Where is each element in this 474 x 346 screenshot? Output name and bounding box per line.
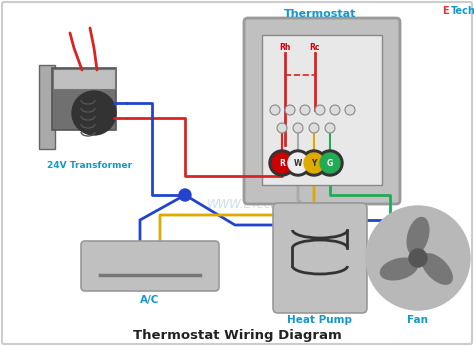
FancyBboxPatch shape: [52, 68, 116, 130]
Circle shape: [317, 150, 343, 176]
Circle shape: [285, 105, 295, 115]
Text: Rc: Rc: [310, 44, 320, 53]
Circle shape: [409, 249, 427, 267]
Ellipse shape: [422, 254, 452, 284]
Bar: [262, 35, 382, 185]
Text: W: W: [294, 158, 302, 167]
Circle shape: [320, 153, 340, 173]
Circle shape: [270, 105, 280, 115]
Text: E: E: [442, 6, 449, 16]
Ellipse shape: [381, 258, 418, 280]
Circle shape: [72, 91, 116, 135]
FancyBboxPatch shape: [273, 203, 367, 313]
Circle shape: [269, 150, 295, 176]
Text: Fan: Fan: [408, 315, 428, 325]
Circle shape: [293, 123, 303, 133]
Text: Thermostat: Thermostat: [284, 9, 356, 19]
Circle shape: [304, 153, 324, 173]
Text: TechnoG: TechnoG: [451, 6, 474, 16]
Circle shape: [330, 105, 340, 115]
FancyBboxPatch shape: [244, 18, 400, 204]
Text: Y: Y: [311, 158, 317, 167]
Text: 24V Transformer: 24V Transformer: [47, 161, 133, 170]
Circle shape: [288, 153, 308, 173]
Ellipse shape: [407, 218, 429, 255]
Text: WWW.ETechnoG.COM: WWW.ETechnoG.COM: [207, 199, 334, 211]
Text: Heat Pump: Heat Pump: [288, 315, 353, 325]
Circle shape: [272, 153, 292, 173]
Circle shape: [179, 189, 191, 201]
Circle shape: [301, 150, 327, 176]
Text: A/C: A/C: [140, 295, 160, 305]
Circle shape: [300, 105, 310, 115]
FancyBboxPatch shape: [81, 241, 219, 291]
Circle shape: [315, 105, 325, 115]
Circle shape: [325, 123, 335, 133]
FancyBboxPatch shape: [39, 65, 55, 149]
Text: Thermostat Wiring Diagram: Thermostat Wiring Diagram: [133, 328, 341, 342]
Text: G: G: [327, 158, 333, 167]
Text: Rh: Rh: [279, 44, 291, 53]
Text: R: R: [279, 158, 285, 167]
Circle shape: [366, 206, 470, 310]
FancyBboxPatch shape: [53, 69, 115, 89]
Circle shape: [285, 150, 311, 176]
Circle shape: [277, 123, 287, 133]
Circle shape: [309, 123, 319, 133]
Circle shape: [345, 105, 355, 115]
